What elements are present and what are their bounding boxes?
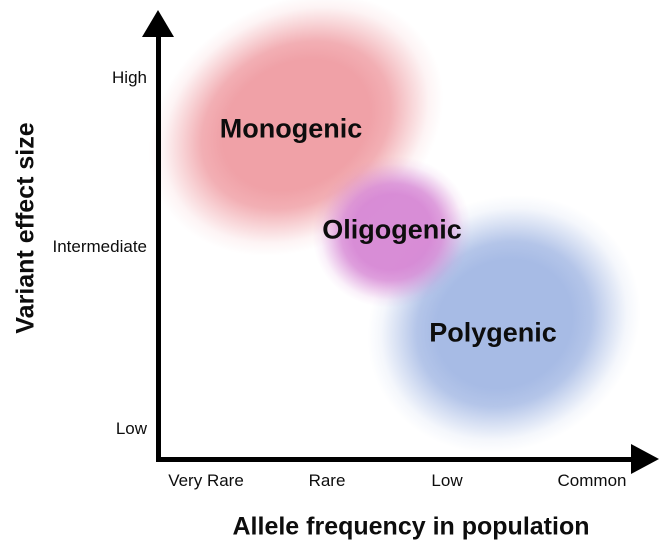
y-axis-title: Variant effect size [11,122,40,334]
x-axis-title: Allele frequency in population [232,512,590,541]
x-tick-very-rare: Very Rare [168,471,244,490]
y-tick-intermediate: Intermediate [52,237,148,256]
monogenic-label: Monogenic [219,113,363,144]
x-tick-rare: Rare [308,471,346,490]
y-axis-arrow-icon [142,10,174,37]
x-tick-common: Common [557,471,627,490]
x-tick-low: Low [431,471,463,490]
y-axis-line [156,30,161,462]
x-axis-arrow-icon [631,444,659,474]
oligogenic-label: Oligogenic [322,214,462,245]
y-tick-low: Low [115,419,147,438]
polygenic-label: Polygenic [429,317,557,348]
x-axis-line [156,457,638,462]
y-tick-high: High [112,68,147,87]
